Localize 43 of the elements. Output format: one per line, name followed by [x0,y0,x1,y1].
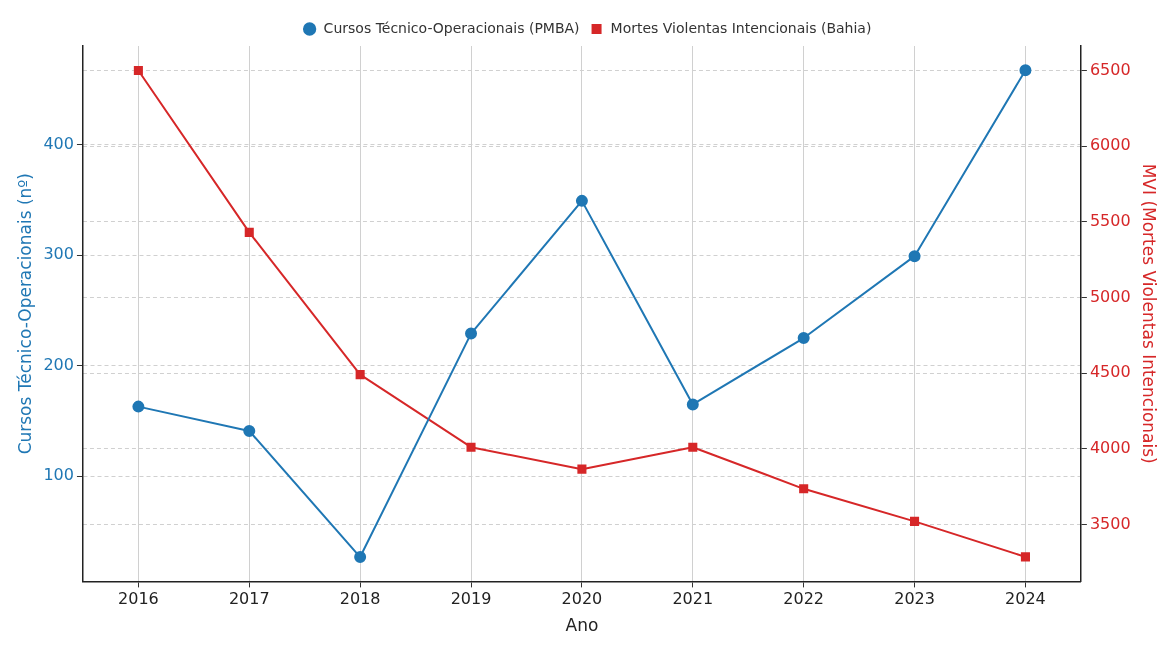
x-tick-label: 2016 [118,589,159,609]
point [466,442,476,452]
y-tick-label: 200 [43,354,74,374]
legend-label: Mortes Violentas Intencionais (Bahia) [610,19,872,36]
y2-tick-label: 6500 [1089,59,1131,79]
point [465,327,478,340]
point [1019,64,1032,77]
point [688,442,698,452]
point [132,400,145,413]
x-tick-label: 2020 [561,589,603,609]
x-axis-title: Ano [565,615,599,636]
point [355,370,365,380]
point [133,65,143,76]
point [910,516,920,526]
x-tick-label: 2023 [894,589,935,609]
point [908,250,921,263]
point [577,464,587,474]
x-tick-label: 2019 [450,589,492,609]
legend-label: Cursos Técnico-Operacionais (PMBA) [323,19,580,36]
point [686,398,699,411]
y2-tick-label: 4000 [1089,437,1131,457]
point [354,551,367,564]
y2-tick-label: 3500 [1089,513,1131,533]
point [1020,552,1030,562]
y-axis-title: Cursos Técnico-Operacionais (nº) [14,173,35,455]
x-tick-label: 2021 [672,589,714,609]
y2-tick-label: 5000 [1089,286,1131,306]
y-tick-label: 300 [43,244,74,264]
y-tick-label: 100 [43,465,74,485]
y2-tick-label: 5500 [1089,210,1131,230]
x-tick-label: 2017 [228,589,270,609]
y-tick-label: 400 [43,133,74,153]
x-tick-label: 2024 [1005,589,1046,609]
point [797,332,810,345]
x-tick-label: 2018 [339,589,381,609]
point [575,194,588,207]
point [799,484,809,494]
x-tick-label: 2022 [783,589,825,609]
y2-tick-label: 6000 [1089,135,1131,155]
point [244,227,254,237]
y2-axis-title: MVI (Mortes Violentas Intencionais) [1139,163,1160,464]
point [243,424,256,437]
y2-tick-label: 4500 [1089,362,1131,382]
